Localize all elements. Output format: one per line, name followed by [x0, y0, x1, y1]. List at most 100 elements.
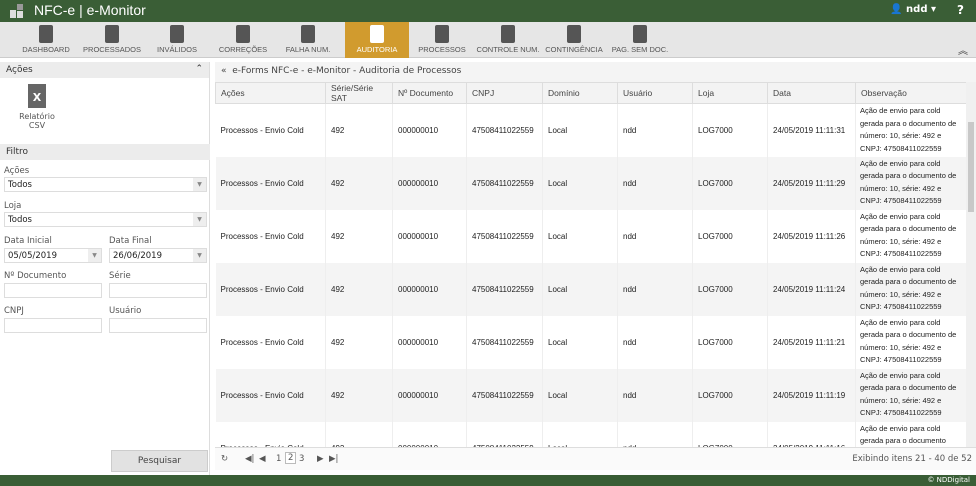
- table-cell: ndd: [617, 103, 693, 157]
- breadcrumb-text: e-Forms NFC-e - e-Monitor - Auditoria de…: [232, 66, 462, 76]
- refresh-icon[interactable]: ↻: [221, 454, 229, 464]
- table-row[interactable]: Processos - Envio Cold492000000010475084…: [215, 421, 966, 447]
- user-menu[interactable]: 👤 ndd ▾: [890, 4, 936, 15]
- table-cell: Ação de envio para cold gerada para o do…: [855, 103, 966, 157]
- nav-falha-num[interactable]: FALHA NUM.: [276, 22, 340, 58]
- collapse-left-icon[interactable]: «: [221, 66, 227, 76]
- table-cell: Ação de envio para cold gerada para o do…: [855, 421, 966, 447]
- page-3[interactable]: 3: [299, 454, 305, 464]
- page-2-current[interactable]: 2: [285, 452, 297, 464]
- table-cell: 24/05/2019 11:11:31: [767, 103, 856, 157]
- table-cell: Ação de envio para cold gerada para o do…: [855, 315, 966, 369]
- usuario-label: Usuário: [109, 306, 142, 316]
- column-header[interactable]: CNPJ: [466, 82, 543, 104]
- table-cell: ndd: [617, 315, 693, 369]
- column-header[interactable]: Nº Documento: [392, 82, 467, 104]
- loja-label: Loja: [4, 201, 22, 211]
- data-final-input[interactable]: 26/06/2019 ▼: [109, 248, 207, 263]
- table-cell: Local: [542, 421, 618, 447]
- table-cell: ndd: [617, 421, 693, 447]
- page-1[interactable]: 1: [276, 454, 282, 464]
- table-cell: 47508411022559: [466, 421, 543, 447]
- documento-input[interactable]: [4, 283, 102, 298]
- table-cell: 000000010: [392, 209, 467, 263]
- calendar-dropdown-icon[interactable]: ▼: [88, 249, 101, 262]
- cnpj-label: CNPJ: [4, 306, 24, 316]
- acoes-section-header: Ações ⌃: [0, 62, 209, 78]
- table-cell: 47508411022559: [466, 368, 543, 422]
- table-cell: 24/05/2019 11:11:19: [767, 368, 856, 422]
- csv-report-button[interactable]: X Relatório CSV: [10, 84, 64, 130]
- table-cell: 492: [325, 103, 393, 157]
- table-cell: 492: [325, 209, 393, 263]
- column-header[interactable]: Domínio: [542, 82, 618, 104]
- column-header[interactable]: Observação: [855, 82, 966, 104]
- nav-dashboard[interactable]: DASHBOARD: [14, 22, 78, 58]
- breadcrumb: « e-Forms NFC-e - e-Monitor - Auditoria …: [215, 62, 976, 82]
- data-final-label: Data Final: [109, 236, 152, 246]
- column-header[interactable]: Série/Série SAT: [325, 82, 393, 104]
- nav-pag-sem-doc[interactable]: PAG. SEM DOC.: [608, 22, 672, 58]
- table-cell: 47508411022559: [466, 209, 543, 263]
- table-cell: LOG7000: [692, 103, 768, 157]
- main-nav: DASHBOARD PROCESSADOS INVÁLIDOS CORREÇÕES FA…: [0, 22, 976, 58]
- acoes-select[interactable]: Todos ▼: [4, 177, 207, 192]
- nav-inválidos[interactable]: INVÁLIDOS: [145, 22, 209, 58]
- collapse-icon[interactable]: ⌃: [195, 64, 203, 74]
- table-cell: 000000010: [392, 315, 467, 369]
- cnpj-input[interactable]: [4, 318, 102, 333]
- nav-label: PROCESSADOS: [83, 45, 141, 54]
- collapse-nav-icon[interactable]: ︽: [958, 46, 968, 57]
- nav-processos[interactable]: PROCESSOS: [410, 22, 474, 58]
- table-cell: ndd: [617, 262, 693, 316]
- audit-table-wrapper[interactable]: Ações Série/Série SAT Nº Documento CNPJ Domí…: [215, 82, 966, 447]
- table-cell: Ação de envio para cold gerada para o do…: [855, 209, 966, 263]
- pager: ↻ ◀| ◀ 1 2 3 ▶ ▶| Exibindo itens 21 - 40…: [215, 447, 976, 470]
- column-header[interactable]: Ações: [215, 82, 326, 104]
- nav-correções[interactable]: CORREÇÕES: [211, 22, 275, 58]
- footer: © NDDigital: [0, 475, 976, 486]
- table-cell: ndd: [617, 156, 693, 210]
- column-header[interactable]: Usuário: [617, 82, 693, 104]
- serie-input[interactable]: [109, 283, 207, 298]
- table-cell: 492: [325, 156, 393, 210]
- next-page-icon[interactable]: ▶: [317, 454, 324, 464]
- scrollbar-thumb[interactable]: [968, 122, 974, 212]
- nav-icon: [567, 25, 581, 43]
- table-cell: 47508411022559: [466, 262, 543, 316]
- table-cell: Local: [542, 156, 618, 210]
- calendar-dropdown-icon[interactable]: ▼: [193, 249, 206, 262]
- table-cell: 47508411022559: [466, 315, 543, 369]
- nav-contingência[interactable]: CONTINGÊNCIA: [542, 22, 606, 58]
- usuario-input[interactable]: [109, 318, 207, 333]
- first-page-icon[interactable]: ◀|: [245, 454, 255, 464]
- table-cell: Local: [542, 209, 618, 263]
- nav-auditoria[interactable]: AUDITORIA: [345, 22, 409, 58]
- last-page-icon[interactable]: ▶|: [329, 454, 339, 464]
- acoes-value: Todos: [8, 180, 32, 190]
- nav-label: AUDITORIA: [356, 45, 398, 54]
- nav-controle-num[interactable]: CONTROLE NUM.: [476, 22, 540, 58]
- prev-page-icon[interactable]: ◀: [259, 454, 266, 464]
- table-cell: 492: [325, 368, 393, 422]
- data-inicial-input[interactable]: 05/05/2019 ▼: [4, 248, 102, 263]
- nav-processados[interactable]: PROCESSADOS: [80, 22, 144, 58]
- nav-label: DASHBOARD: [22, 45, 70, 54]
- column-header[interactable]: Data: [767, 82, 856, 104]
- column-header[interactable]: Loja: [692, 82, 768, 104]
- table-cell: Processos - Envio Cold: [215, 262, 326, 316]
- help-button[interactable]: ?: [957, 3, 964, 17]
- excel-file-icon: X: [28, 84, 46, 108]
- search-button[interactable]: Pesquisar: [111, 450, 208, 472]
- table-cell: LOG7000: [692, 262, 768, 316]
- table-cell: 24/05/2019 11:11:29: [767, 156, 856, 210]
- table-cell: 47508411022559: [466, 103, 543, 157]
- table-scrollbar[interactable]: [966, 82, 976, 447]
- loja-select[interactable]: Todos ▼: [4, 212, 207, 227]
